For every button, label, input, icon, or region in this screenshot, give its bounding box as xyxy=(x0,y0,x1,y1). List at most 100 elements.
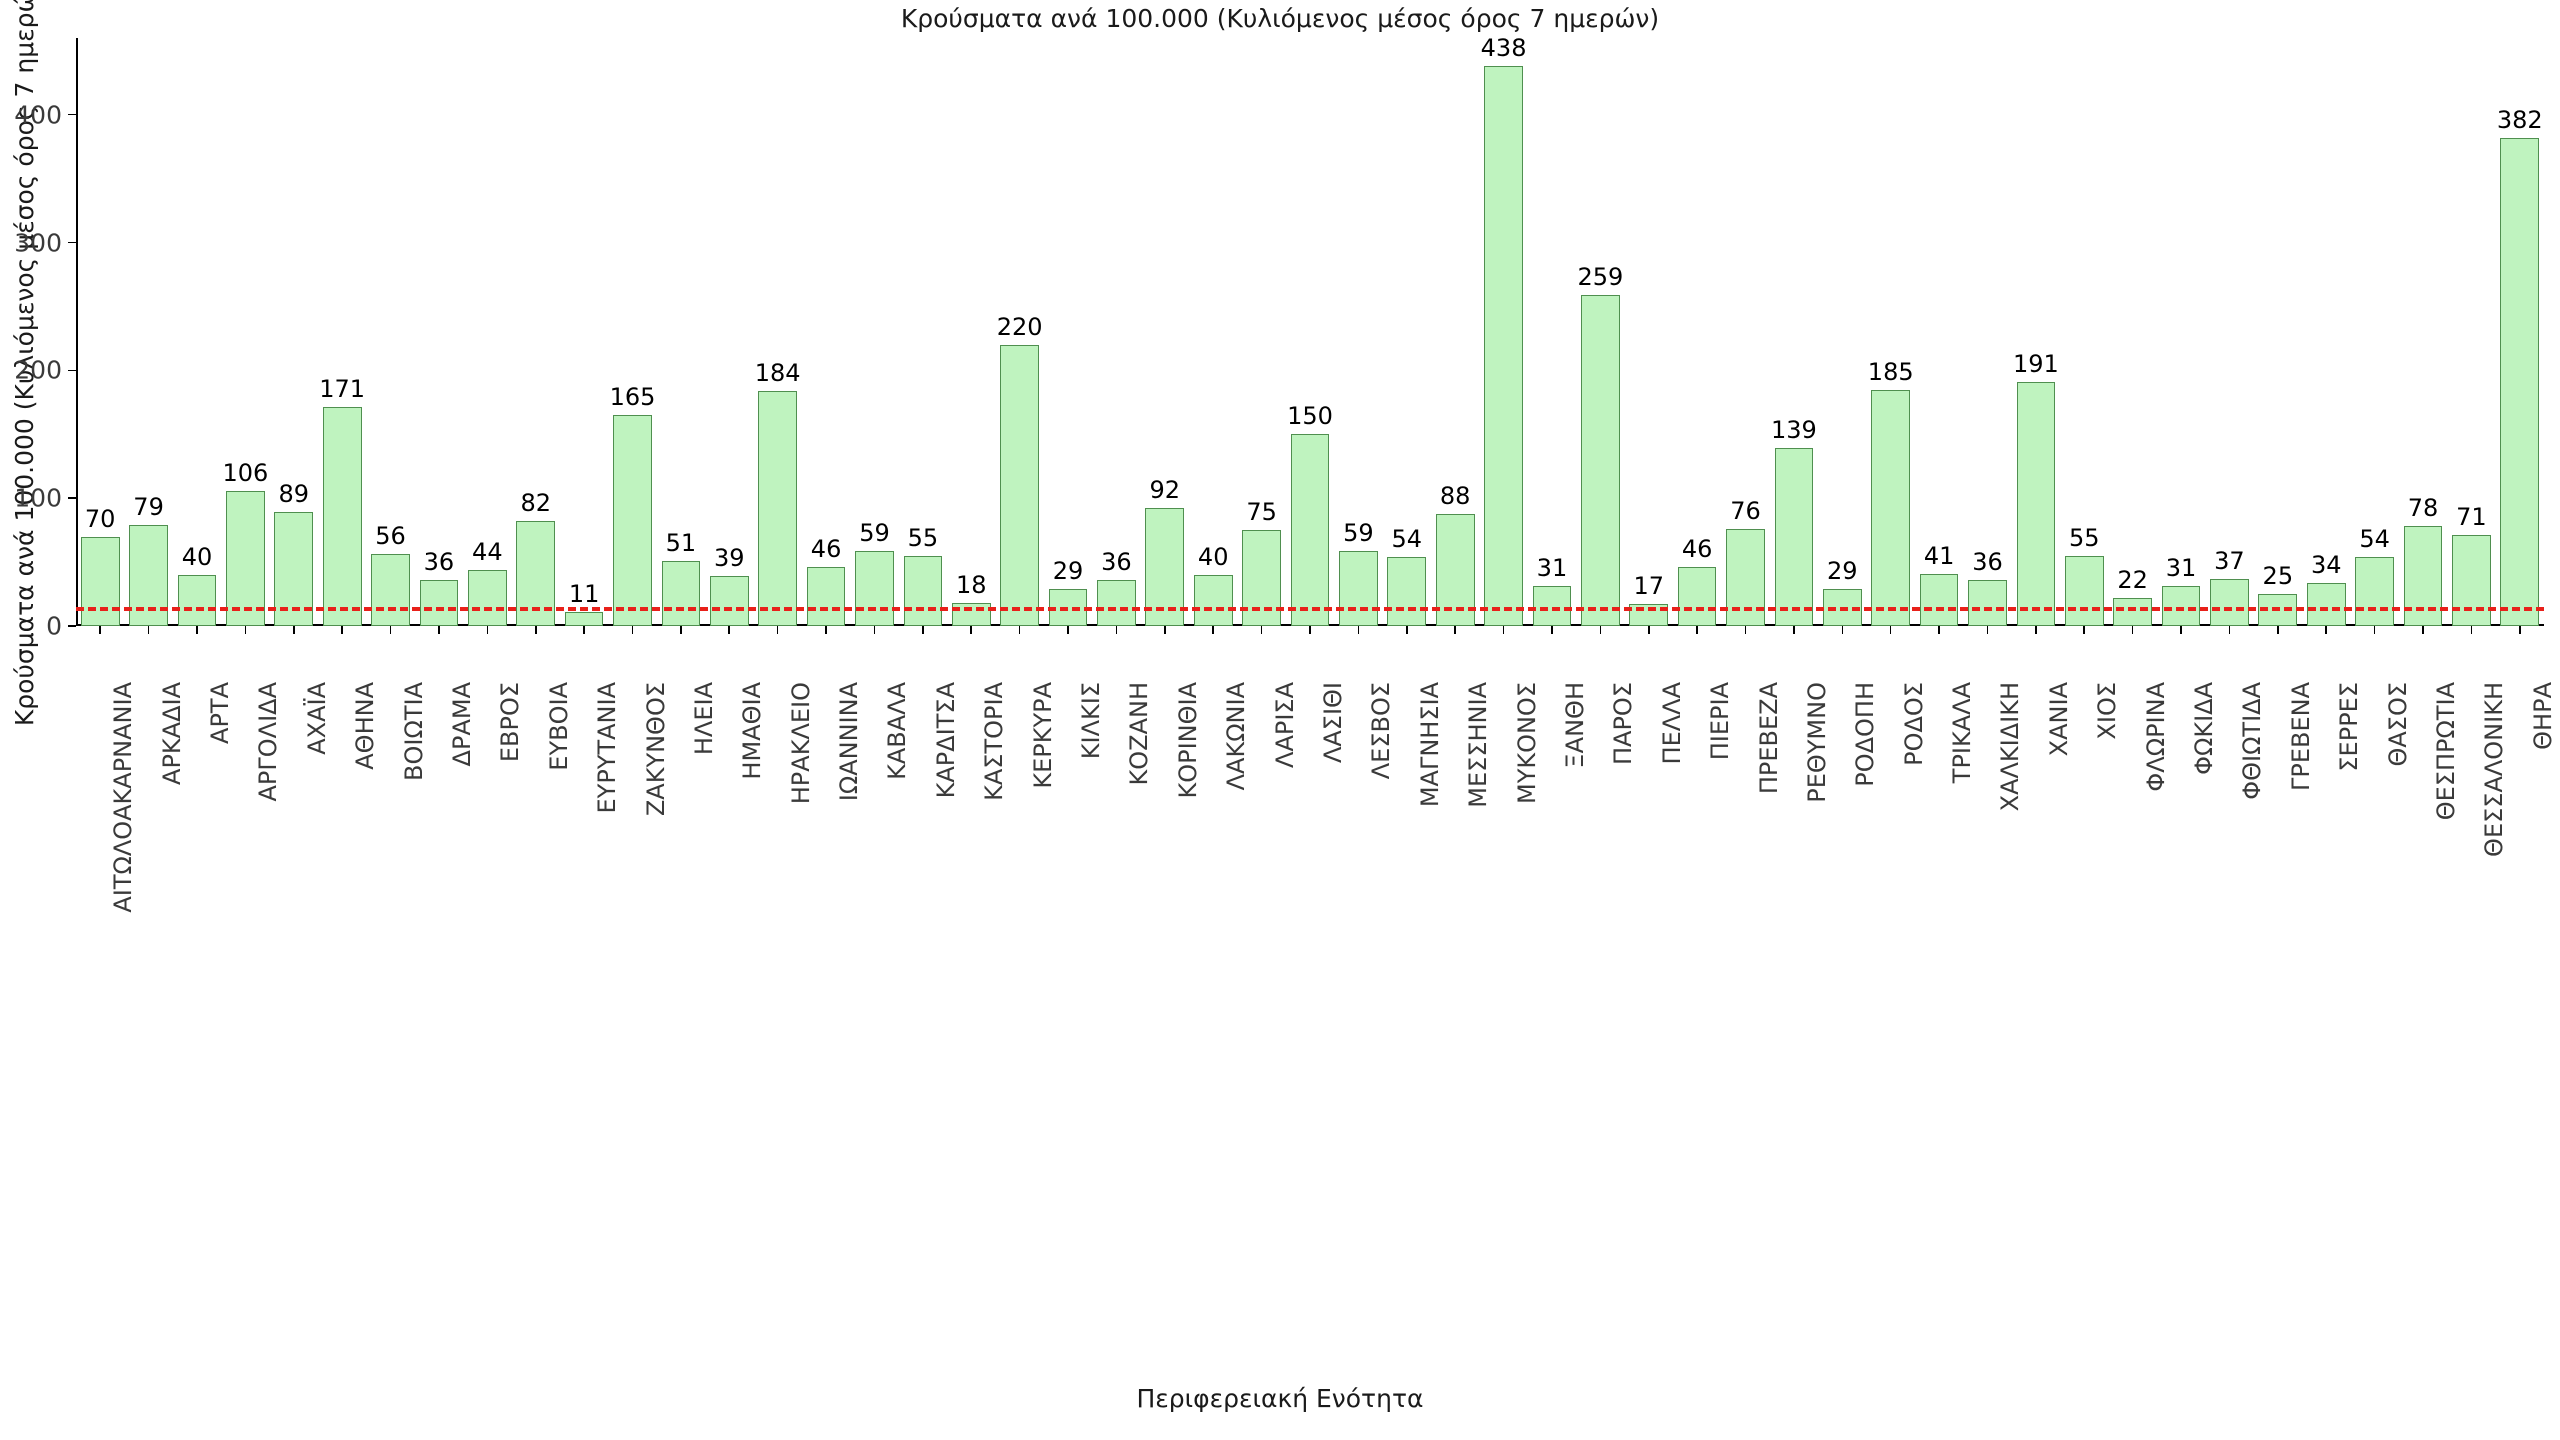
x-tick-mark xyxy=(1889,626,1892,634)
x-tick-mark xyxy=(1115,626,1118,634)
bar[interactable] xyxy=(419,579,459,626)
bar[interactable] xyxy=(1145,508,1185,626)
bar[interactable] xyxy=(1290,434,1330,626)
bar[interactable] xyxy=(371,554,410,626)
bar[interactable] xyxy=(564,611,604,626)
bar[interactable] xyxy=(758,390,798,626)
x-tick-mark xyxy=(2422,626,2424,634)
bar-value-label: 40 xyxy=(1197,542,1229,571)
x-tick-label: ΦΘΙΩΤΙΔΑ xyxy=(2238,682,2267,800)
y-tick-label: 200 xyxy=(14,355,62,385)
bar[interactable] xyxy=(2500,137,2540,626)
x-tick-mark xyxy=(1599,626,1602,634)
bar[interactable] xyxy=(1339,550,1378,626)
y-tick-mark xyxy=(68,241,76,244)
bar-value-label: 150 xyxy=(1287,402,1333,431)
bar[interactable] xyxy=(2355,556,2394,626)
bar[interactable] xyxy=(613,415,652,626)
bar[interactable] xyxy=(467,569,507,626)
bar[interactable] xyxy=(1919,573,1959,626)
bar[interactable] xyxy=(2064,555,2104,626)
x-tick-mark xyxy=(2277,626,2279,634)
x-tick-label: ΤΡΙΚΑΛΑ xyxy=(1948,682,1977,784)
x-tick-mark xyxy=(2325,626,2328,634)
bar[interactable] xyxy=(80,536,120,626)
bar[interactable] xyxy=(2113,597,2152,626)
y-axis-spine xyxy=(76,38,78,626)
x-tick-mark xyxy=(1938,626,1940,634)
x-tick-label: ΛΑΡΙΣΑ xyxy=(1270,682,1299,768)
bar[interactable] xyxy=(806,567,846,626)
bar[interactable] xyxy=(1968,579,2007,626)
bar[interactable] xyxy=(903,555,943,626)
x-tick-label: ΣΕΡΡΕΣ xyxy=(2335,682,2364,772)
bar-value-label: 139 xyxy=(1771,416,1817,445)
x-tick-label: ΑΙΤΩΛΟΑΚΑΡΝΑΝΙΑ xyxy=(109,682,138,913)
bar-value-label: 36 xyxy=(1101,547,1132,576)
x-tick-label: ΜΥΚΟΝΟΣ xyxy=(1512,682,1541,805)
bar[interactable] xyxy=(1387,556,1427,626)
x-tick-label: ΘΕΣΠΡΩΤΙΑ xyxy=(2432,682,2461,821)
bar[interactable] xyxy=(1532,586,1572,626)
x-tick-label: ΑΡΤΑ xyxy=(205,682,234,744)
bar-value-label: 46 xyxy=(1681,535,1713,564)
bar-value-label: 51 xyxy=(665,528,697,557)
bar[interactable] xyxy=(129,525,168,626)
bar[interactable] xyxy=(709,576,749,626)
bar-value-label: 70 xyxy=(84,504,116,533)
x-tick-label: ΠΕΛΛΑ xyxy=(1657,682,1686,765)
x-tick-mark xyxy=(389,626,392,634)
bar[interactable] xyxy=(226,490,265,626)
bar[interactable] xyxy=(1677,567,1717,626)
bar[interactable] xyxy=(2161,586,2201,626)
bar-value-label: 89 xyxy=(278,480,310,509)
y-tick-label: 300 xyxy=(14,228,62,258)
bar[interactable] xyxy=(2452,535,2491,626)
x-tick-label: ΧΙΟΣ xyxy=(2093,682,2122,740)
bar[interactable] xyxy=(2016,381,2056,626)
x-tick-mark xyxy=(2228,626,2231,634)
x-tick-mark xyxy=(583,626,585,634)
bar[interactable] xyxy=(1484,66,1523,626)
bar[interactable] xyxy=(1774,448,1814,626)
x-tick-mark xyxy=(438,626,440,634)
x-axis-label: Περιφερειακή Ενότητα xyxy=(1136,1384,1424,1413)
bar[interactable] xyxy=(661,560,701,626)
x-tick-mark xyxy=(680,626,682,634)
x-tick-label: ΘΕΣΣΑΛΟΝΙΚΗ xyxy=(2480,682,2509,857)
bar[interactable] xyxy=(2306,582,2346,626)
bar[interactable] xyxy=(1193,574,1233,626)
bar-value-label: 37 xyxy=(2214,546,2245,575)
bar-value-label: 31 xyxy=(2165,554,2197,583)
plot-area: 0 100 200 300 400 70 79 40 106 89 171 56 36 44 82 11 16… xyxy=(14,34,2557,913)
bar-value-label: 54 xyxy=(2359,524,2390,553)
bar[interactable] xyxy=(2210,578,2249,626)
bar[interactable] xyxy=(1000,344,1039,626)
x-tick-mark xyxy=(1986,626,1989,634)
x-tick-mark xyxy=(99,626,101,634)
bar[interactable] xyxy=(1871,389,1911,626)
y-tick-label: 100 xyxy=(14,483,62,513)
bar-value-label: 55 xyxy=(2068,523,2100,552)
bar[interactable] xyxy=(322,407,362,626)
x-tick-mark xyxy=(1018,626,1021,634)
bar[interactable] xyxy=(1242,530,1281,626)
bar[interactable] xyxy=(1097,579,1136,626)
y-tick-mark xyxy=(68,369,76,372)
x-tick-mark xyxy=(1841,626,1844,634)
bar-value-label: 36 xyxy=(1972,547,2003,576)
bar[interactable] xyxy=(177,574,217,626)
bar[interactable] xyxy=(1580,294,1620,626)
bar-value-label: 18 xyxy=(955,570,987,599)
chart-title: Κρούσματα ανά 100.000 (Κυλιόμενος μέσος … xyxy=(900,4,1660,33)
x-tick-mark xyxy=(2373,626,2376,634)
bar[interactable] xyxy=(855,550,894,626)
bar-value-label: 92 xyxy=(1149,476,1181,505)
x-tick-label: ΛΕΣΒΟΣ xyxy=(1367,682,1396,780)
x-tick-label: ΜΑΓΝΗΣΙΑ xyxy=(1415,682,1444,808)
bar[interactable] xyxy=(1726,528,1765,626)
x-tick-mark xyxy=(1357,626,1360,634)
bar[interactable] xyxy=(2403,526,2443,626)
x-tick-mark xyxy=(1502,626,1505,634)
y-tick-mark xyxy=(68,497,76,499)
